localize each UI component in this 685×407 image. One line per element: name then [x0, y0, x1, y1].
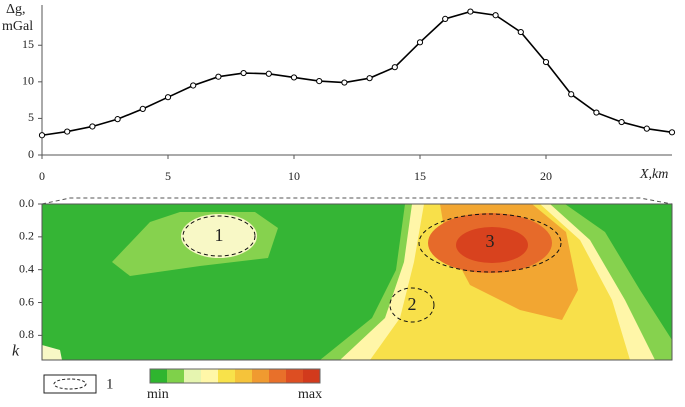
data-point: [517, 28, 524, 36]
anomaly-outline: [389, 287, 435, 323]
field-zone: [456, 227, 528, 263]
data-point: [290, 74, 298, 81]
y-tick-label: 0.8: [19, 327, 34, 341]
y-label-unit: mGal: [2, 19, 33, 34]
colorbar-cell: [252, 369, 270, 383]
x-label: X,km: [639, 167, 668, 182]
data-point: [643, 125, 650, 132]
data-point: [114, 116, 121, 123]
annotation: 3: [486, 231, 495, 251]
y-tick-label: 0.6: [19, 294, 34, 308]
data-point: [442, 15, 449, 23]
field-zone: [42, 345, 62, 360]
data-point: [568, 91, 575, 98]
data-point: [618, 118, 625, 126]
section-y-label: k: [12, 343, 20, 360]
colorbar-cell: [269, 369, 287, 383]
x-tick-label: 20: [540, 169, 552, 183]
data-point: [416, 39, 424, 46]
x-tick-label: 0: [39, 169, 45, 183]
x-tick-label: 5: [165, 169, 171, 183]
colorbar-cell: [184, 369, 202, 383]
y-tick-label: 10: [22, 74, 34, 88]
data-point: [215, 73, 222, 80]
data-point: [542, 58, 550, 66]
annotation: 2: [408, 294, 417, 314]
data-point: [89, 123, 96, 130]
x-tick-label: 10: [288, 169, 300, 183]
data-point: [164, 94, 172, 101]
data-point: [190, 82, 197, 89]
data-point: [492, 12, 499, 19]
data-point: [341, 79, 348, 86]
colorbar-label: max: [298, 387, 322, 402]
data-point: [467, 8, 474, 15]
data-point: [139, 105, 146, 113]
x-tick-label: 15: [414, 169, 426, 183]
section-field: [41, 197, 673, 361]
data-point: [668, 129, 676, 136]
colorbar-cell: [218, 369, 236, 383]
data-point: [366, 75, 373, 82]
data-point: [64, 128, 71, 135]
y-tick-label: 0.0: [19, 196, 34, 210]
field-zone: [181, 214, 257, 258]
y-label: Δg,: [6, 2, 26, 17]
colorbar-cell: [201, 369, 219, 383]
colorbar-cell: [303, 369, 321, 383]
data-point: [593, 109, 600, 116]
anomaly-outline: [418, 213, 562, 273]
anomaly-outline: [182, 215, 256, 257]
data-line: [41, 10, 673, 137]
legend-box: [43, 374, 97, 394]
legend-symbol: [53, 378, 87, 390]
colorbar-cell: [286, 369, 304, 383]
y-tick-label: 0.2: [19, 229, 34, 243]
legend-label: 1: [106, 376, 114, 392]
colorbar-cell: [167, 369, 185, 383]
section-frame: [41, 203, 673, 361]
y-tick-label: 5: [28, 110, 34, 124]
data-point: [265, 70, 272, 77]
data-point: [391, 64, 398, 71]
data-point: [240, 69, 247, 77]
annotation: 1: [215, 225, 224, 245]
data-point: [38, 132, 46, 139]
colorbar-cell: [150, 369, 168, 383]
data-point: [316, 77, 323, 85]
y-tick-label: 15: [22, 37, 34, 51]
y-tick-label: 0.4: [19, 261, 34, 275]
section-top: [41, 197, 673, 205]
colorbar-cell: [235, 369, 253, 383]
y-tick-label: 0: [28, 147, 34, 161]
colorbar-frame: [149, 368, 321, 384]
colorbar-label: min: [147, 387, 169, 402]
